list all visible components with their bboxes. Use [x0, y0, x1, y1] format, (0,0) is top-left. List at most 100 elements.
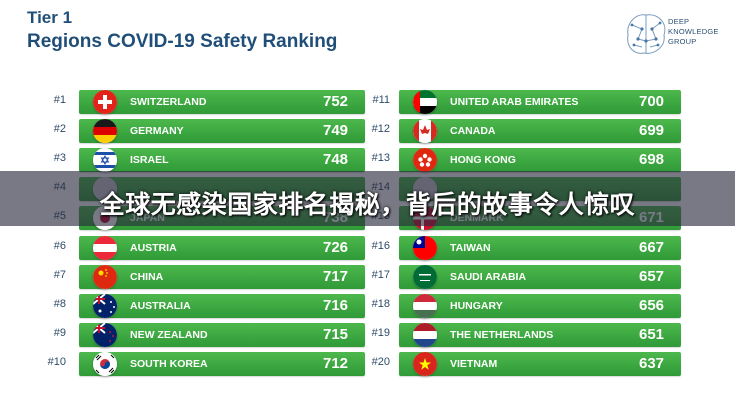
score-value: 748: [323, 151, 349, 169]
hong-kong-flag-icon: [413, 148, 437, 173]
ranking-row: #8 AUSTRALIA 716: [46, 293, 365, 318]
vietnam-flag-icon: [413, 351, 437, 376]
score-value: 712: [323, 354, 349, 372]
rank-label: #8: [53, 297, 66, 310]
ranking-row: #9 NEW ZEALAND 715: [46, 322, 365, 347]
country-label: HUNGARY: [450, 299, 503, 312]
ranking-row: #3 ISRAEL 748: [46, 148, 365, 173]
rank-label: #19: [371, 326, 390, 339]
score-value: 699: [639, 122, 665, 140]
rank-label: #9: [53, 326, 66, 339]
score-bar: [399, 90, 681, 114]
score-value: 752: [323, 93, 349, 110]
ranking-row: #12 CANADA 699: [366, 119, 681, 144]
rank-label: #18: [371, 297, 390, 310]
ranking-row: #20 VIETNAM 637: [366, 351, 681, 376]
australia-flag-icon: [93, 293, 117, 318]
headline-banner: [0, 171, 735, 226]
score-bar: [79, 264, 365, 289]
rank-label: #17: [371, 268, 390, 281]
rank-label: #20: [371, 355, 390, 368]
country-label: NEW ZEALAND: [130, 328, 208, 341]
country-label: UNITED ARAB EMIRATES: [450, 96, 579, 108]
logo-text: DEEP KNOWLEDGE GROUP: [668, 17, 719, 47]
score-bar: [399, 119, 681, 144]
logo-line: GROUP: [668, 37, 697, 46]
score-value: 667: [639, 238, 665, 256]
score-bar: [399, 148, 681, 173]
country-label: TAIWAN: [450, 241, 491, 254]
rank-label: #3: [53, 152, 66, 165]
country-label: AUSTRIA: [130, 241, 177, 254]
score-bar: [399, 351, 681, 376]
score-value: 651: [639, 325, 665, 343]
brain-logo-icon: [627, 14, 666, 54]
score-value: 726: [323, 238, 349, 256]
rank-label: #1: [53, 94, 66, 106]
score-bar: [79, 322, 365, 347]
score-bar: [399, 235, 681, 260]
country-label: AUSTRALIA: [130, 299, 191, 312]
rank-label: #7: [53, 268, 66, 281]
score-bar: [79, 119, 365, 144]
austria-flag-icon: [93, 235, 117, 260]
ranking-row: #2 GERMANY 749: [46, 119, 365, 144]
ranking-row: #16 TAIWAN 667: [366, 235, 681, 260]
rank-label: #11: [372, 94, 390, 106]
switzerland-flag-icon: [93, 90, 117, 114]
score-value: 637: [639, 354, 665, 372]
chart-subtitle: Tier 1: [27, 8, 73, 27]
uae-flag-icon: [413, 90, 437, 114]
country-label: ISRAEL: [130, 154, 169, 167]
netherlands-flag-icon: [413, 322, 437, 347]
headline-text: 全球无感染国家排名揭秘，背后的故事令人惊叹: [99, 191, 636, 219]
rank-label: #13: [371, 152, 390, 165]
ranking-row: #7 CHINA 717: [46, 264, 365, 289]
country-label: SAUDI ARABIA: [450, 270, 527, 283]
score-value: 716: [323, 296, 349, 314]
logo-line: KNOWLEDGE: [668, 27, 719, 36]
score-bar: [79, 351, 365, 376]
score-value: 749: [323, 122, 349, 140]
score-bar: [79, 90, 365, 114]
score-value: 715: [323, 325, 349, 343]
israel-flag-icon: [93, 148, 117, 173]
ranking-row: #1 SWITZERLAND 752: [46, 90, 365, 114]
rank-label: #6: [53, 239, 66, 252]
rank-label: #2: [53, 123, 66, 136]
germany-flag-icon: [93, 119, 117, 144]
country-label: CANADA: [450, 125, 496, 138]
hungary-flag-icon: [413, 293, 437, 318]
country-label: HONG KONG: [450, 154, 516, 167]
score-value: 698: [639, 151, 665, 169]
score-bar: [79, 235, 365, 260]
logo-line: DEEP: [668, 17, 690, 26]
ranking-row: #17 SAUDI ARABIA 657: [366, 264, 681, 289]
score-value: 656: [639, 296, 665, 314]
score-value: 700: [639, 93, 665, 110]
rank-label: #12: [371, 123, 390, 136]
country-label: SOUTH KOREA: [130, 357, 208, 370]
score-bar: [399, 322, 681, 347]
canada-flag-icon: [413, 119, 437, 144]
ranking-row: #11 UNITED ARAB EMIRATES 700: [366, 90, 681, 114]
south-korea-flag-icon: [93, 351, 117, 376]
score-bar: [79, 293, 365, 318]
china-flag-icon: [93, 264, 117, 289]
score-bar: [399, 264, 681, 289]
country-label: GERMANY: [130, 125, 184, 138]
ranking-row: #19 THE NETHERLANDS 651: [366, 322, 681, 347]
new-zealand-flag-icon: [93, 322, 117, 347]
ranking-row: #6 AUSTRIA 726: [46, 235, 365, 260]
country-label: SWITZERLAND: [130, 96, 207, 108]
ranking-row: #10 SOUTH KOREA 712: [46, 351, 365, 376]
country-label: THE NETHERLANDS: [450, 328, 554, 341]
ranking-row: #18 HUNGARY 656: [366, 293, 681, 318]
rank-label: #16: [371, 239, 390, 252]
rank-label: #10: [47, 355, 66, 368]
country-label: VIETNAM: [450, 357, 498, 370]
score-bar: [79, 148, 365, 173]
score-value: 717: [323, 267, 349, 285]
country-label: CHINA: [130, 270, 164, 283]
chart-title: Regions COVID-19 Safety Ranking: [27, 31, 338, 52]
